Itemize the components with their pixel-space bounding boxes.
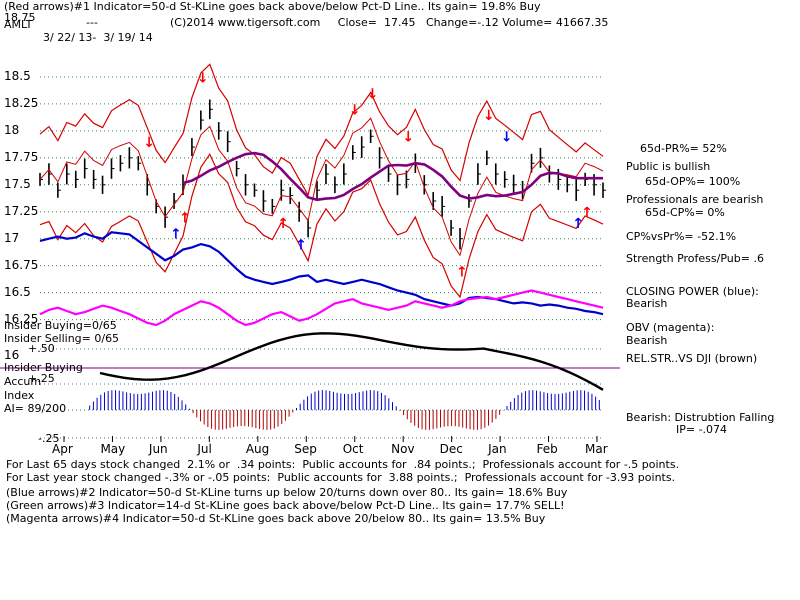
footer-line-2: For Last year stock changed -.3% or -.05… [6,471,676,484]
accum-label: Accum [4,375,42,388]
down-arrow-icon: ↓ [349,103,361,119]
cpvspr-stat: CP%vsPr%= -52.1% [626,230,737,243]
x-tick-label: Mar [585,442,608,456]
up-arrow-icon: ↑ [170,227,182,243]
insider-buying-label: Insider Buying=0/65 [4,319,117,332]
bollinger-upper [39,63,604,197]
footer-line-3: (Blue arrows)#2 Indicator=50-d St-KLine … [6,486,568,499]
up-arrow-icon: ↑ [581,205,593,221]
x-tick-label: Jan [488,442,507,456]
x-tick-label: Feb [536,442,558,456]
obv-value: Bearish [626,334,668,347]
up-arrow-icon: ↑ [277,216,289,232]
bollinger-lower [39,153,604,299]
accum-plus-25: +.25 [28,372,55,385]
x-tick-label: Apr [52,442,73,456]
footer-line-1: For Last 65 days stock changed 2.1% or .… [6,458,680,471]
up-arrow-icon: ↑ [295,238,307,254]
y-tick-label: 16.75 [4,257,39,272]
x-tick-label: May [100,442,126,456]
x-tick-label: Sep [294,442,317,456]
obv-label: OBV (magenta): [626,321,715,334]
y-tick-label: 17.25 [4,203,39,218]
y-tick-label: 17.5 [4,176,31,191]
down-arrow-icon: ↓ [367,87,379,103]
relative-strength-line [99,332,604,391]
price-plot [39,63,606,327]
down-arrow-icon: ↓ [402,130,414,146]
signal-arrows: ↓↓↑ ↑↑↓↓↓↑↓↓↑↑↑ [143,70,593,280]
down-arrow-icon: ↓ [501,130,513,146]
pr-stat: 65d-PR%= 52% [640,142,727,155]
y-tick-label: 17.75 [4,149,39,164]
down-arrow-icon: ↓ [483,108,495,124]
insider-selling-label: Insider Selling= 0/65 [4,332,120,345]
bearish-distribution: Bearish: Distrubtion Falling [626,411,775,424]
op-stat: 65d-OP%= 100% [645,175,741,188]
up-arrow-icon: ↑ [572,216,584,232]
ai-label: AI= 89/200 [4,402,67,415]
accum-minus-25: -.25 [38,432,60,445]
relstr-label: REL.STR..VS DJI (brown) [626,352,758,365]
public-stat: Public is bullish [626,160,711,173]
x-tick-label: Nov [391,442,415,456]
closing-power-line [39,231,604,316]
ip-stat: IP= -.074 [676,423,728,436]
accum-plus-50: +.50 [28,342,55,355]
footer-line-4: (Green arrows)#3 Indicator=14-d St-KLine… [6,499,565,512]
price-label: 18.75 [4,11,36,24]
y-tick-label: 17 [4,230,20,245]
y-tick-label: 18.5 [4,68,31,83]
down-arrow-icon: ↓ [197,70,209,86]
strength-stat: Strength Profess/Pub= .6 [626,252,764,265]
up-arrow-icon: ↑ [456,264,468,280]
date-range: 3/ 22/ 13- 3/ 19/ 14 [43,31,153,44]
y-tick-label: 16.5 [4,284,31,299]
y-tick-label: 18.25 [4,95,39,110]
y-tick-label: 16.25 [4,311,39,326]
index-label: Index [4,389,35,402]
footer-line-5: (Magenta arrows)#4 Indicator=50-d St-KLi… [6,512,546,525]
dashes: --- [86,16,98,29]
header-info: (C)2014 www.tigersoft.com Close= 17.45 C… [170,16,609,29]
x-tick-label: Oct [342,442,364,456]
closing-power-value: Bearish [626,297,668,310]
professionals-stat: Professionals are bearish [626,193,764,206]
closing-power-label: CLOSING POWER (blue): [626,285,759,298]
x-tick-label: Aug [245,442,270,456]
insider-buying-label-2: Insider Buying [4,361,83,374]
cp-stat: 65d-CP%= 0% [645,206,725,219]
up-arrow-icon: ↑ [179,211,191,227]
down-arrow-icon: ↓ [143,135,155,151]
indicator-1-line: (Red arrows)#1 Indicator=50-d St-KLine g… [4,0,541,13]
indicator-plot [89,332,604,430]
x-tick-label: Dec [439,442,463,456]
x-tick-label: Jun [148,442,168,456]
x-tick-label: Jul [197,442,212,456]
grid-lines [0,76,620,442]
bollinger-mid [39,117,604,257]
moving-average-line [182,151,603,202]
obv-line [39,289,604,327]
ticker: AMLT [4,18,33,31]
y-tick-label: 18 [4,122,20,137]
sixteen-label: 16 [4,348,20,362]
